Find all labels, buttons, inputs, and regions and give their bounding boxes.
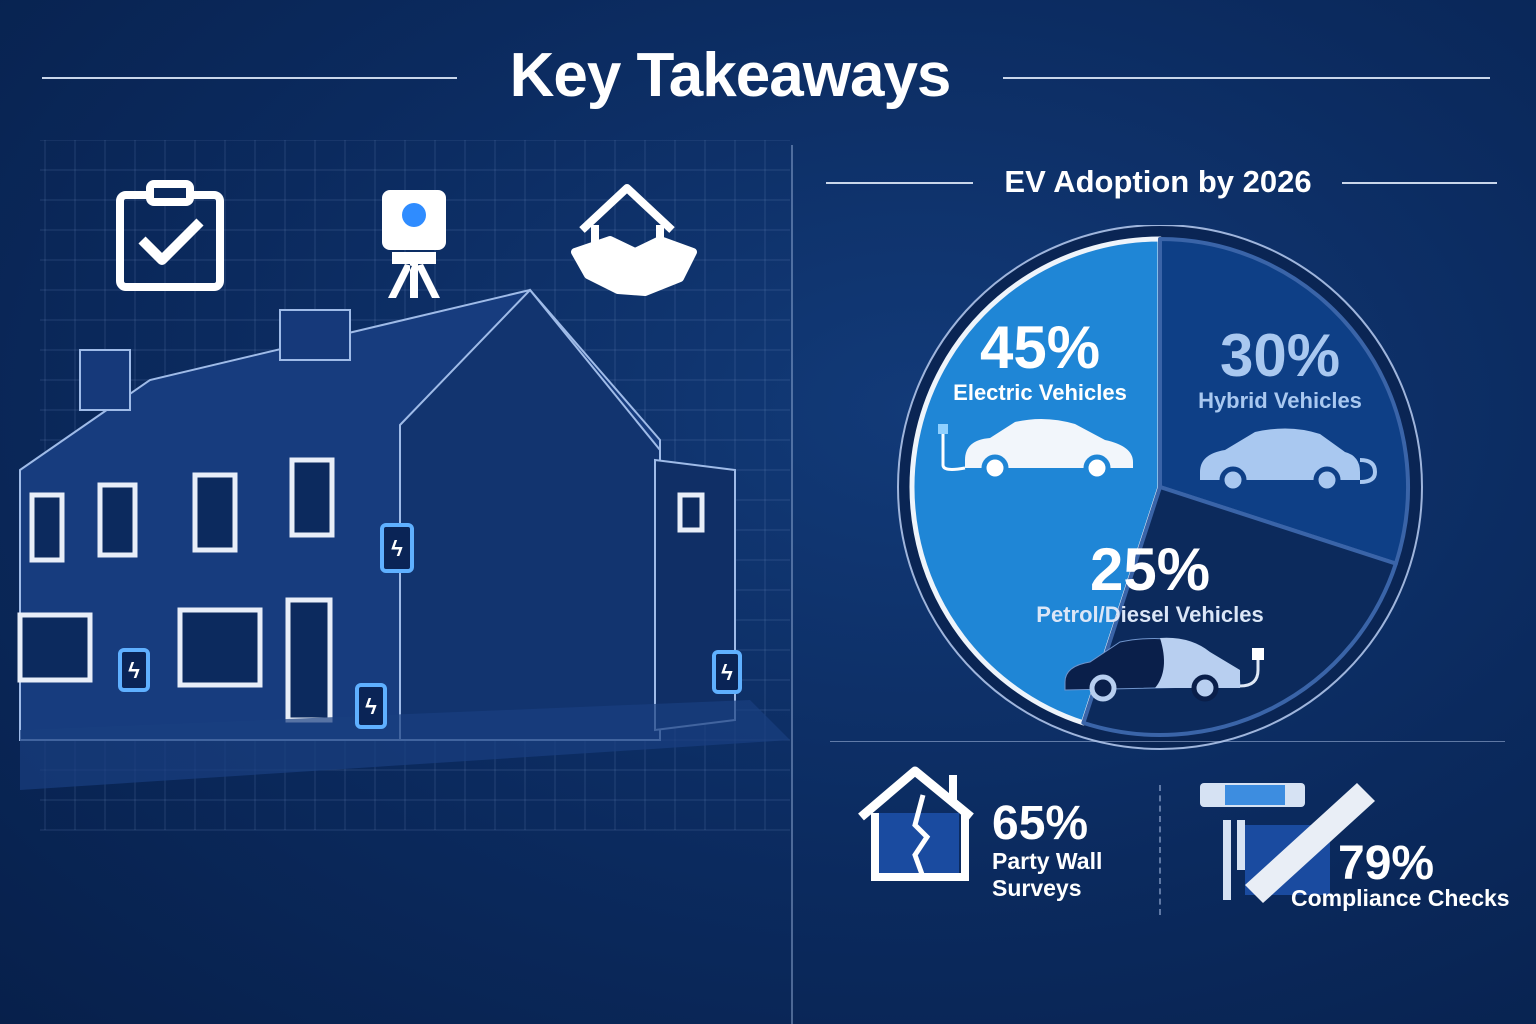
ev-adoption-pie-chart [897,225,1423,750]
stats-separator [1159,785,1161,915]
stat-label: Surveys [992,875,1082,901]
chart-title: EV Adoption by 2026 [1004,164,1312,199]
slice-value: 30% [1219,322,1341,389]
surveying-instrument-icon [382,190,446,298]
slice-value: 25% [1089,536,1211,603]
stat-value: 65% [992,797,1089,850]
title-divider-left [42,77,457,79]
svg-text:ϟ: ϟ [391,536,403,561]
svg-text:ϟ: ϟ [721,660,733,685]
slice-category: Petrol/Diesel Vehicles [1036,602,1264,627]
electric-car-icon [938,418,1133,480]
svg-text:ϟ: ϟ [365,694,377,719]
slice-value: 45% [979,314,1101,381]
measuring-tools-icon [1200,783,1375,903]
clipboard-check-icon [116,180,224,291]
slice-label-electric: 45% Electric Vehicles [940,318,1140,406]
stat-party-wall: 65% Party Wall Surveys [992,800,1102,902]
cracked-house-icon [858,766,974,881]
slice-category: Hybrid Vehicles [1198,388,1362,413]
slice-label-petrol-diesel: 25% Petrol/Diesel Vehicles [1020,540,1280,628]
pie-slice-electric [909,236,1163,726]
title-divider-right [1003,77,1490,79]
stat-value-compliance: 79% [1338,837,1435,890]
stat-label: Party Wall [992,848,1103,874]
stat-label-compliance: Compliance Checks [1291,885,1510,911]
subtitle-divider-left [826,182,973,184]
stats-divider [830,741,1505,742]
petrol-car-icon [1064,637,1264,702]
terraced-houses-illustration: ϟ ϟ ϟ ϟ [17,140,790,831]
ev-charger-icons [118,523,742,729]
slice-label-hybrid: 30% Hybrid Vehicles [1180,326,1380,414]
house-handshake-icon [571,184,697,296]
slice-category: Electric Vehicles [953,380,1127,405]
svg-text:ϟ: ϟ [128,658,140,683]
panel-divider [791,145,793,1024]
page-title: Key Takeaways [509,41,952,110]
hybrid-car-icon [1200,428,1378,492]
subtitle-divider-right [1342,182,1497,184]
